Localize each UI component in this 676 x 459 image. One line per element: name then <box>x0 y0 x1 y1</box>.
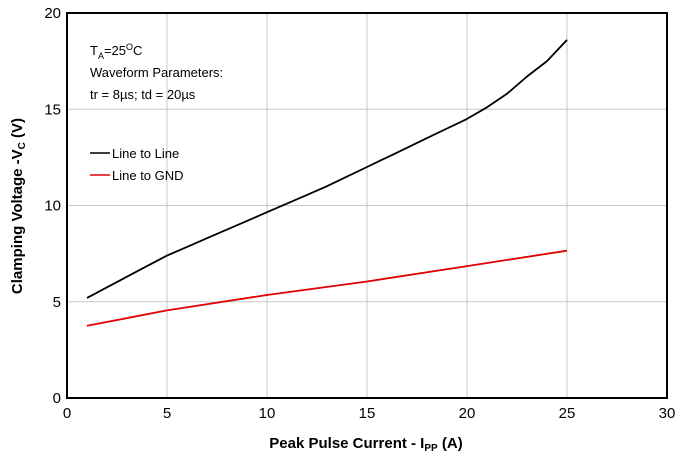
y-tick-label: 5 <box>53 294 61 311</box>
legend-label-line-to-gnd: Line to GND <box>112 168 184 183</box>
plot-area-frame <box>66 12 668 399</box>
y-tick-label: 0 <box>53 390 61 407</box>
tick-labels: 0 5 10 15 20 25 30 0 5 10 15 20 <box>44 5 675 422</box>
series-layer <box>86 39 568 327</box>
y-tick-label: 10 <box>44 198 61 215</box>
x-tick-label: 15 <box>359 405 376 422</box>
grid-lines <box>67 13 667 398</box>
series-line-line-to-line <box>86 39 568 299</box>
x-axis-title: Peak Pulse Current - IPP (A) <box>269 435 462 454</box>
legend: Line to Line Line to GND <box>90 146 184 183</box>
x-tick-label: 30 <box>659 405 676 422</box>
legend-label-line-to-line: Line to Line <box>112 146 179 161</box>
waveform-timing-label: tr = 8µs; td = 20µs <box>90 87 196 102</box>
x-tick-label: 0 <box>63 405 71 422</box>
y-tick-label: 15 <box>44 101 61 118</box>
temperature-annotation: TA=25OC <box>90 42 142 61</box>
x-tick-label: 20 <box>459 405 476 422</box>
series-line-line-to-gnd <box>86 249 568 327</box>
x-tick-label: 25 <box>559 405 576 422</box>
y-axis-title: Clamping Voltage -VC (V) <box>9 118 28 294</box>
y-tick-label: 20 <box>44 5 61 22</box>
x-tick-label: 10 <box>259 405 276 422</box>
waveform-parameters-label: Waveform Parameters: <box>90 65 223 80</box>
x-tick-label: 5 <box>163 405 171 422</box>
